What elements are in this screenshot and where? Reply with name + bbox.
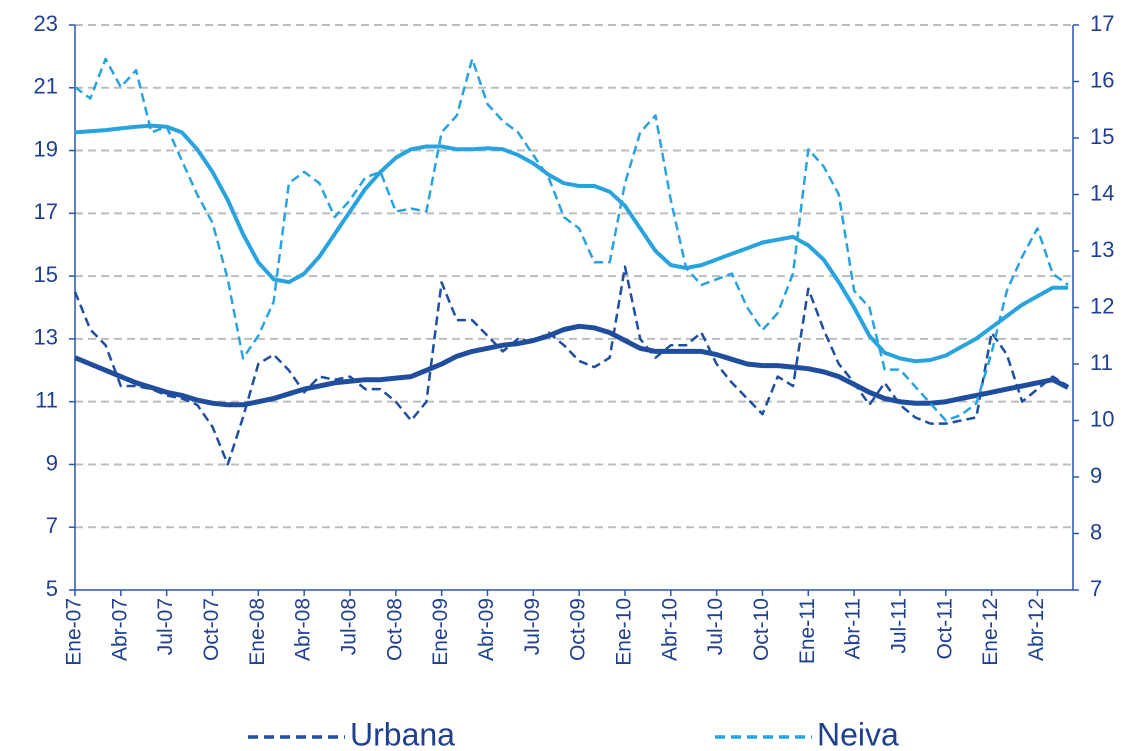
y2-tick-label: 14 bbox=[1090, 180, 1114, 205]
y-tick-label: 13 bbox=[34, 325, 58, 350]
x-tick-label: Oct-07 bbox=[200, 598, 223, 661]
series-line bbox=[74, 323, 1070, 408]
y-tick-label: 9 bbox=[46, 450, 58, 475]
x-tick-label: Jul-09 bbox=[521, 598, 544, 655]
x-tick-label: Ene-11 bbox=[796, 598, 819, 664]
x-tick-label: Oct-09 bbox=[567, 598, 590, 661]
x-tick-label: Oct-11 bbox=[933, 598, 956, 659]
y-tick-label: 5 bbox=[46, 576, 58, 601]
x-tick-label: Oct-08 bbox=[383, 598, 406, 661]
y-tick-label: 23 bbox=[34, 11, 58, 36]
legend-label: Urbana bbox=[350, 716, 455, 751]
y2-tick-label: 9 bbox=[1090, 463, 1102, 488]
x-tick-label: Ene-10 bbox=[613, 598, 636, 666]
y2-tick-label: 15 bbox=[1090, 124, 1114, 149]
y2-tick-label: 17 bbox=[1090, 11, 1114, 36]
series-line bbox=[74, 123, 1068, 364]
x-tick-label: Abr-07 bbox=[108, 598, 131, 661]
y-tick-label: 21 bbox=[34, 74, 58, 99]
y2-tick-label: 8 bbox=[1090, 519, 1102, 544]
x-tick-label: Abr-08 bbox=[292, 598, 315, 661]
y2-tick-label: 7 bbox=[1090, 576, 1102, 601]
x-tick-label: Jul-11 bbox=[888, 598, 911, 654]
x-tick-label: Ene-07 bbox=[63, 598, 86, 666]
x-tick-label: Jul-07 bbox=[154, 598, 177, 655]
x-tick-label: Ene-12 bbox=[979, 598, 1002, 666]
y-tick-label: 7 bbox=[46, 513, 58, 538]
series-line bbox=[74, 57, 1069, 422]
x-tick-label: Oct-10 bbox=[750, 598, 773, 661]
legend-label: Neiva bbox=[817, 716, 899, 751]
y-tick-label: 19 bbox=[34, 136, 58, 161]
y2-tick-label: 10 bbox=[1090, 406, 1114, 431]
x-tick-label: Abr-11 bbox=[842, 598, 865, 659]
y-tick-label: 17 bbox=[34, 199, 58, 224]
y2-tick-label: 12 bbox=[1090, 293, 1114, 318]
x-tick-label: Abr-10 bbox=[658, 598, 681, 661]
y2-tick-label: 11 bbox=[1090, 350, 1113, 375]
series-line bbox=[73, 265, 1069, 466]
x-tick-label: Jul-08 bbox=[338, 598, 361, 655]
x-tick-label: Ene-08 bbox=[246, 598, 269, 666]
y-tick-label: 15 bbox=[34, 262, 58, 287]
x-tick-label: Abr-09 bbox=[475, 598, 498, 661]
y-tick-label: 11 bbox=[35, 387, 58, 412]
x-tick-label: Ene-09 bbox=[429, 598, 452, 666]
y2-tick-label: 13 bbox=[1090, 237, 1114, 262]
y2-tick-label: 16 bbox=[1090, 67, 1114, 92]
x-tick-label: Jul-10 bbox=[704, 598, 727, 655]
x-tick-label: Abr-12 bbox=[1025, 598, 1048, 661]
